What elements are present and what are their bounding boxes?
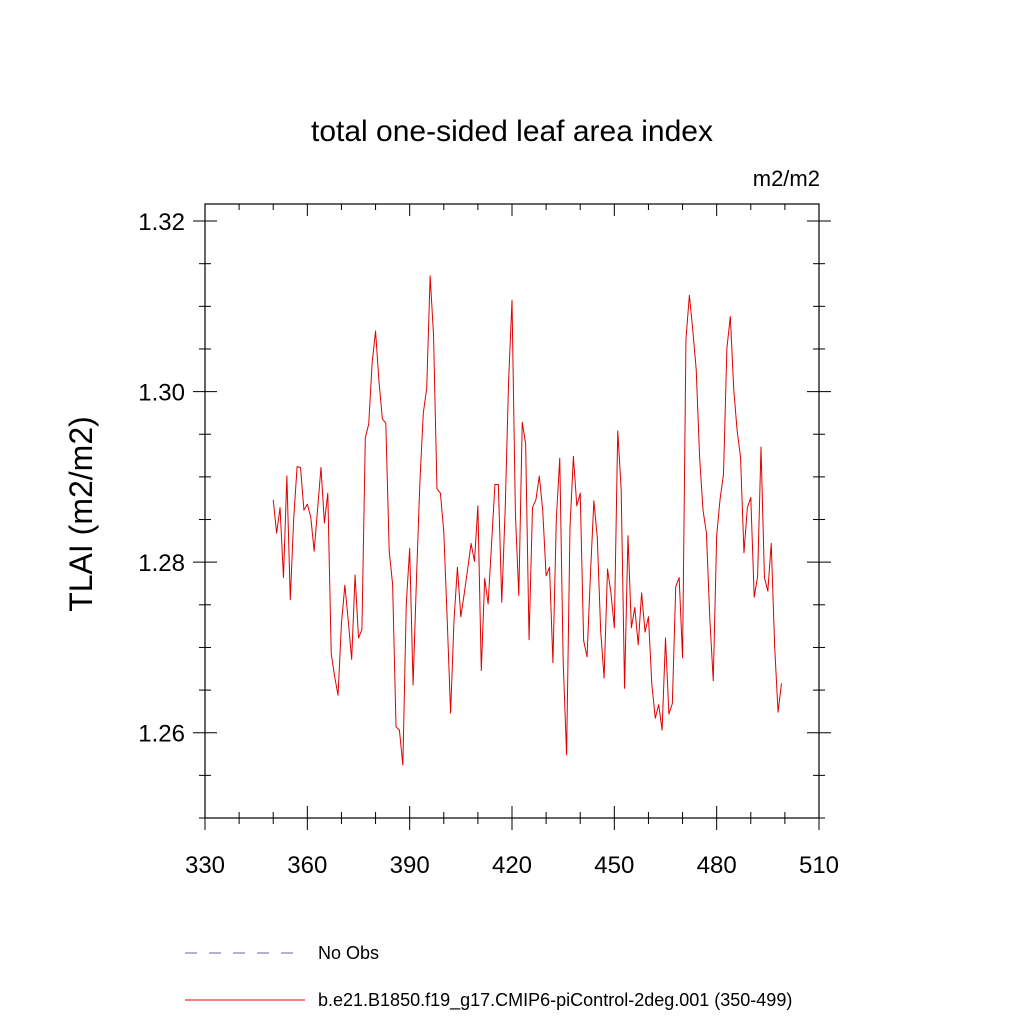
y-tick-label: 1.26 [138, 721, 185, 748]
x-tick-label: 390 [390, 852, 430, 879]
axis-ticks [193, 204, 831, 830]
x-tick-label: 330 [185, 852, 225, 879]
x-tick-label: 510 [799, 852, 839, 879]
y-axis-label: TLAI (m2/m2) [63, 416, 99, 612]
y-tick-label: 1.30 [138, 380, 185, 407]
series-line [272, 275, 782, 766]
chart-title: total one-sided leaf area index [311, 115, 713, 148]
x-tick-label: 480 [697, 852, 737, 879]
y-tick-label: 1.28 [138, 550, 185, 577]
x-tick-label: 450 [594, 852, 634, 879]
x-tick-label: 420 [492, 852, 532, 879]
x-tick-labels: 330 360 390 420 450 480 510 [185, 852, 839, 879]
plot-frame [204, 203, 820, 819]
legend-label-model: b.e21.B1850.f19_g17.CMIP6-piControl-2deg… [318, 990, 792, 1011]
series-group [272, 275, 782, 766]
legend-label-no-obs: No Obs [318, 943, 379, 963]
x-tick-label: 360 [287, 852, 327, 879]
y-tick-labels: 1.26 1.28 1.30 1.32 [138, 209, 185, 748]
units-label: m2/m2 [753, 166, 820, 191]
y-tick-label: 1.32 [138, 209, 185, 236]
